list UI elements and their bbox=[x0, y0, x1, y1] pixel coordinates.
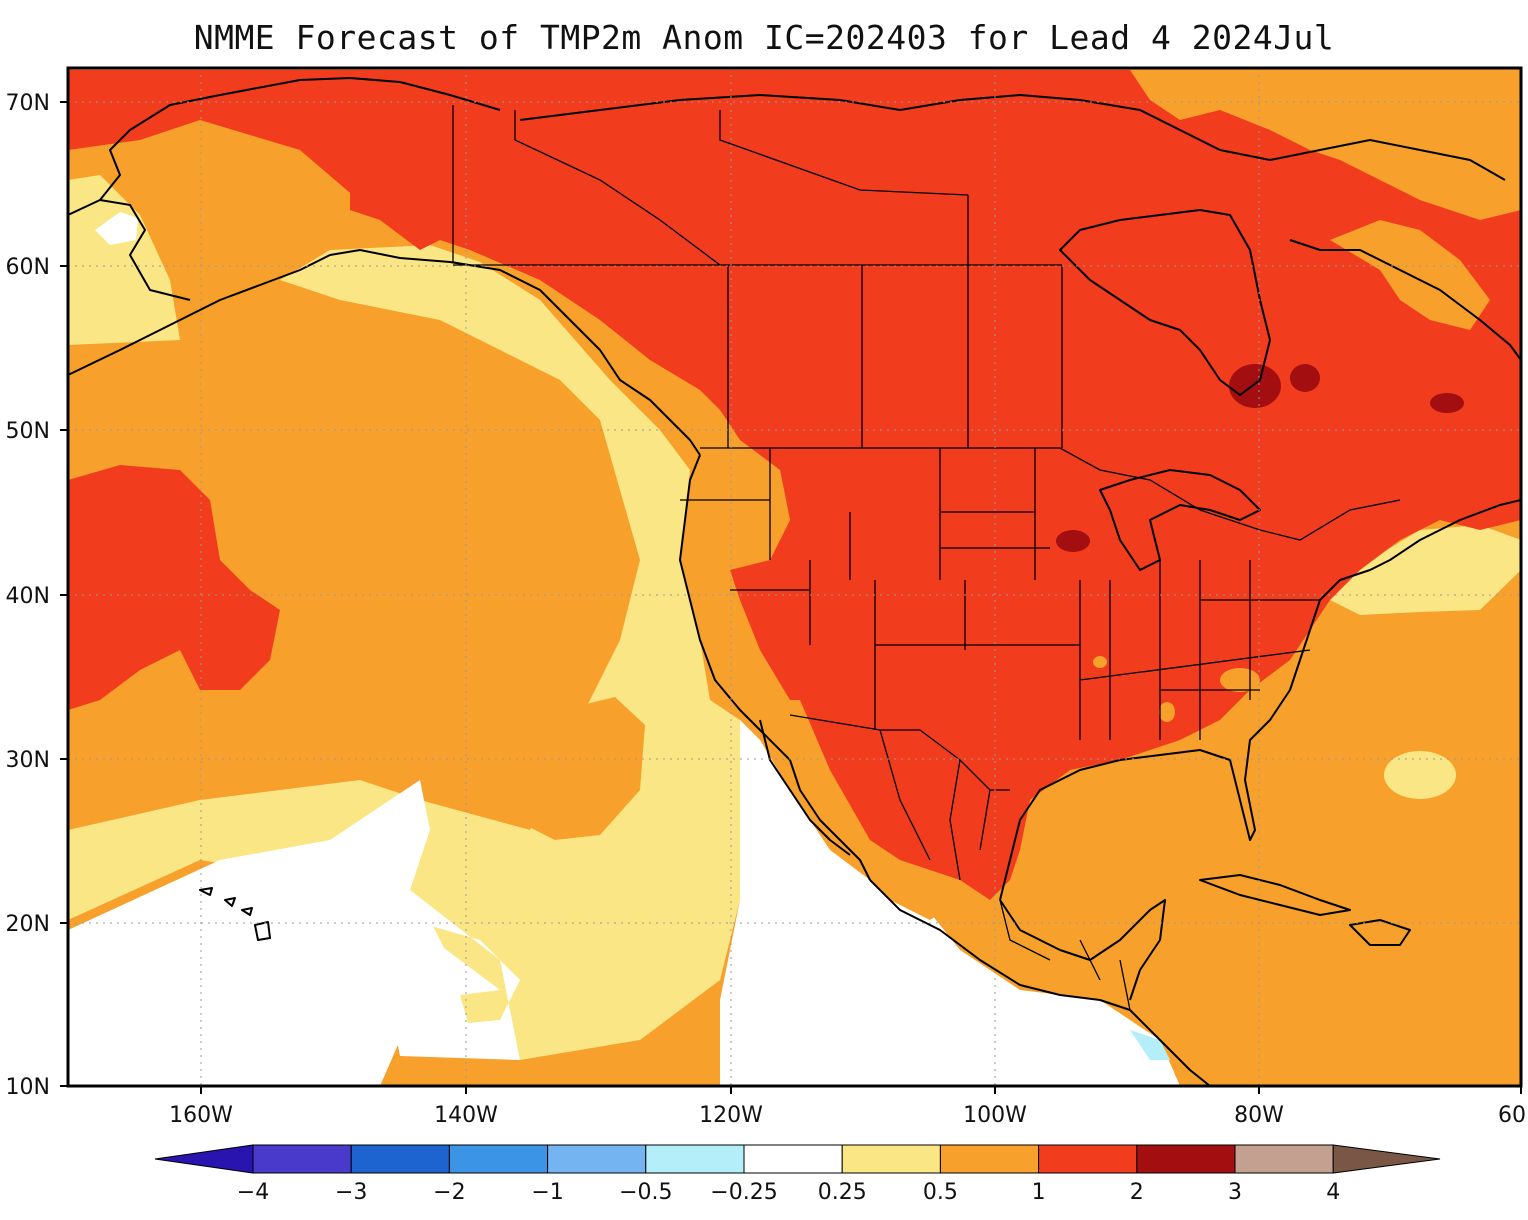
coastlines bbox=[68, 77, 1521, 1086]
anomaly-red-north-pacific bbox=[68, 465, 280, 710]
colorbar-swatch bbox=[252, 1144, 352, 1174]
lon-label-60w: 60 bbox=[1498, 1103, 1526, 1128]
map-title: NMME Forecast of TMP2m Anom IC=202403 fo… bbox=[193, 18, 1335, 57]
anomaly-lightblue-central-america bbox=[1130, 1030, 1170, 1060]
colorbar-swatch bbox=[1038, 1144, 1138, 1174]
anomaly-red-continent bbox=[68, 70, 1521, 900]
lat-label-40n: 40N bbox=[6, 584, 50, 609]
coastline-yucatan bbox=[999, 899, 1166, 1001]
anomaly-red-alaska-tongue bbox=[350, 150, 440, 250]
lon-label-140w: 140W bbox=[434, 1103, 498, 1128]
anomaly-darkred-hudson bbox=[1229, 364, 1281, 408]
anomaly-orange-idaho bbox=[690, 440, 790, 565]
colorbar-label: −3 bbox=[335, 1180, 367, 1205]
colorbar-label: 1 bbox=[1032, 1180, 1046, 1205]
longitude-labels: 160W 140W 120W 100W 80W 60 bbox=[169, 1103, 1526, 1128]
anomaly-orange-gulf-coast bbox=[1010, 690, 1270, 880]
colorbar: −4 −3 −2 −1 −0.5 −0.25 0.25 0.5 1 2 3 4 bbox=[154, 1144, 1441, 1205]
anomaly-yellow-pacific bbox=[68, 175, 740, 1060]
colorbar-label: −2 bbox=[433, 1180, 465, 1205]
coastline-alaska-west bbox=[99, 199, 191, 301]
coastline-great-lakes bbox=[1099, 469, 1261, 571]
graticule bbox=[68, 68, 1521, 1086]
colorbar-label: 2 bbox=[1130, 1180, 1144, 1205]
coastline-hudson-bay bbox=[1059, 209, 1271, 396]
anomaly-darkred-iowa bbox=[1056, 530, 1090, 552]
colorbar-swatch bbox=[1136, 1144, 1236, 1174]
lat-label-70n: 70N bbox=[6, 91, 50, 116]
latitude-labels: 70N 60N 50N 40N 30N 20N 10N bbox=[6, 91, 50, 1100]
colorbar-swatch bbox=[350, 1144, 450, 1174]
lat-label-20n: 20N bbox=[6, 912, 50, 937]
colorbar-swatch bbox=[743, 1144, 843, 1174]
axis-ticks bbox=[60, 101, 1522, 1094]
anomaly-neutral-alaska bbox=[95, 212, 138, 245]
border-alaska-canada bbox=[452, 105, 501, 271]
coastline-alaska-north bbox=[68, 77, 501, 216]
lon-label-120w: 120W bbox=[699, 1103, 763, 1128]
coastline-pacific-us bbox=[679, 454, 871, 881]
coastline-cuba bbox=[1199, 874, 1351, 916]
borders-us-states bbox=[680, 448, 1320, 740]
colorbar-swatch bbox=[841, 1144, 941, 1174]
colorbar-label: −1 bbox=[531, 1180, 563, 1205]
colorbar-swatch bbox=[1234, 1144, 1334, 1174]
coastline-hispaniola bbox=[1349, 919, 1411, 946]
anomaly-orange-spot-2 bbox=[1159, 702, 1175, 722]
colorbar-swatch bbox=[448, 1144, 549, 1174]
coastline-gulf bbox=[999, 629, 1311, 901]
anomaly-orange-baja bbox=[760, 700, 960, 920]
coastline-labrador bbox=[1289, 239, 1521, 361]
border-us-mexico bbox=[789, 714, 1010, 791]
coastline-hawaii bbox=[199, 887, 271, 941]
map-frame bbox=[66, 66, 1523, 1088]
colorbar-label: 0.5 bbox=[923, 1180, 958, 1205]
colorbar-label: −0.5 bbox=[619, 1180, 672, 1205]
colorbar-arrow-high bbox=[1332, 1144, 1441, 1174]
colorbar-label: 0.25 bbox=[818, 1180, 867, 1205]
coastline-alaska bbox=[68, 249, 701, 456]
anomaly-darkred-quebec bbox=[1290, 364, 1320, 392]
lat-label-60n: 60N bbox=[6, 255, 50, 280]
colorbar-swatch bbox=[547, 1144, 647, 1174]
lon-label-160w: 160W bbox=[169, 1103, 233, 1128]
colorbar-label: 3 bbox=[1228, 1180, 1242, 1205]
borders-mexico-states bbox=[879, 729, 1131, 1011]
anomaly-orange-spot-1 bbox=[1093, 656, 1107, 668]
political-borders bbox=[452, 105, 1401, 1011]
colorbar-label: −4 bbox=[237, 1180, 269, 1205]
anomaly-field bbox=[68, 68, 1521, 1086]
anomaly-yellow-bermuda bbox=[1384, 751, 1456, 799]
lon-label-100w: 100W bbox=[963, 1103, 1027, 1128]
coastline-arctic-islands bbox=[519, 94, 1506, 181]
borders-provinces bbox=[514, 110, 1063, 448]
anomaly-yellow-atlantic bbox=[1330, 525, 1521, 615]
anomaly-orange-spot-3 bbox=[1220, 668, 1260, 692]
anomaly-neutral-offshore-hawaii bbox=[68, 860, 470, 1086]
coastline-atlantic-us bbox=[1309, 499, 1521, 631]
coastline-mexico-pacific bbox=[869, 879, 1211, 1086]
border-canada-us bbox=[700, 447, 1401, 541]
coastline-baja bbox=[759, 719, 851, 856]
lon-label-80w: 80W bbox=[1234, 1103, 1284, 1128]
colorbar-swatch bbox=[939, 1144, 1040, 1174]
colorbar-label: −0.25 bbox=[710, 1180, 777, 1205]
lat-label-30n: 30N bbox=[6, 748, 50, 773]
colorbar-arrow-low bbox=[154, 1144, 254, 1174]
colorbar-swatch bbox=[645, 1144, 745, 1174]
anomaly-orange-pacific-inner bbox=[525, 697, 645, 840]
anomaly-darkred-labrador bbox=[1430, 393, 1464, 413]
lat-label-10n: 10N bbox=[6, 1075, 50, 1100]
anomaly-orange-arctic-ne bbox=[1130, 70, 1521, 220]
colorbar-label: 4 bbox=[1326, 1180, 1340, 1205]
lat-label-50n: 50N bbox=[6, 419, 50, 444]
